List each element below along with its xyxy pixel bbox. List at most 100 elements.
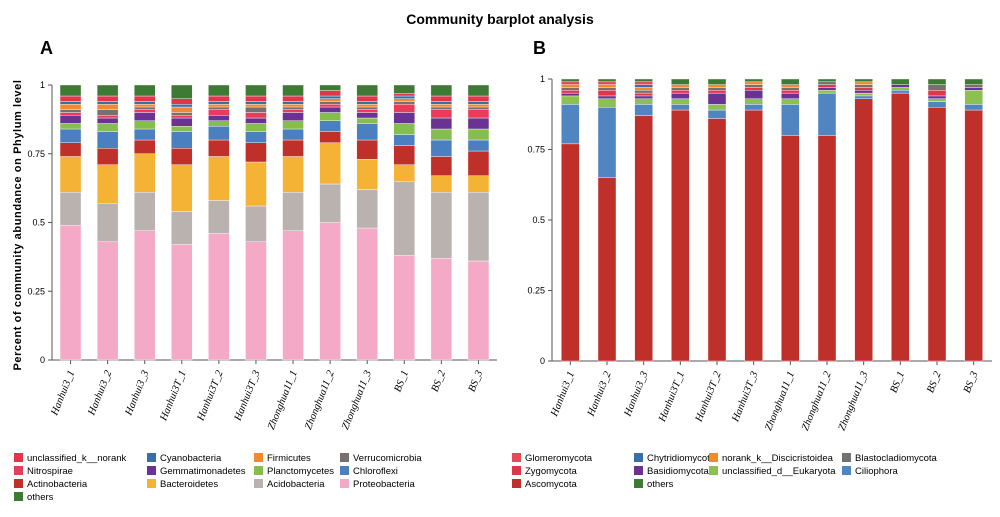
legend-item: Glomeromycota	[512, 452, 592, 465]
legend-item: unclassified_d__Eukaryota	[709, 465, 836, 478]
c1-category-label: Hanhui3_1	[549, 370, 577, 419]
legend-item: Bacteroidetes	[147, 478, 218, 491]
legend-item: Cyanobacteria	[147, 452, 221, 465]
c1-bar-segment	[854, 84, 873, 88]
c1-bar-segment	[561, 143, 580, 362]
c1-bar-segment	[671, 84, 690, 88]
c1-category-label: Hanhui3T_3	[730, 370, 760, 424]
c1-y-tick-label: 1	[540, 74, 545, 84]
c1-bar-segment	[817, 78, 837, 83]
c1-bar-segment	[854, 92, 873, 97]
legend-item: Basidiomycota	[634, 465, 709, 478]
c1-category-label: Hanhui3_3	[622, 370, 650, 419]
c1-bar-segment	[744, 109, 763, 362]
legend-swatch	[512, 479, 521, 488]
legend-label: Actinobacteria	[27, 479, 88, 490]
c0-bar-segment	[282, 84, 304, 97]
legend-item: Chytridiomycota	[634, 452, 715, 465]
legend-item: Proteobacteria	[340, 478, 415, 491]
legend-swatch	[14, 466, 23, 475]
c1-category-label: Hanhui3_2	[586, 369, 615, 419]
legend-swatch	[254, 453, 263, 462]
c1-bar-segment	[634, 78, 653, 83]
c0-y-tick-label: 0.25	[27, 286, 45, 296]
legend-item: Actinobacteria	[14, 478, 87, 491]
c1-bar-segment	[671, 92, 690, 99]
c0-bar-segment	[245, 84, 267, 97]
c1-bar-segment	[634, 81, 653, 85]
c1-bar-segment	[817, 92, 837, 136]
c1-category-label: Zhonghua11_2	[800, 369, 834, 432]
c1-category-label: BS_2	[925, 369, 944, 394]
c1-bar-segment	[854, 87, 873, 91]
c1-category-label: BS_1	[889, 370, 908, 395]
legend-item: Chloroflexi	[340, 465, 398, 478]
c1-bar-segment	[781, 92, 800, 99]
c1-bar-segment	[927, 90, 947, 97]
figure-title: Community barplot analysis	[406, 11, 594, 27]
c1-bar-segment	[817, 87, 837, 91]
legend-swatch	[842, 466, 851, 475]
legend-swatch	[147, 453, 156, 462]
c1-bar-segment	[671, 87, 690, 91]
legend-swatch	[634, 479, 643, 488]
c1-bar-segment	[891, 90, 910, 94]
legend-label: Blastocladiomycota	[855, 453, 937, 464]
c1-bar-segment	[597, 87, 617, 91]
c1-bar-segment	[891, 92, 910, 362]
panel-b-label: B	[533, 38, 546, 58]
c0-bar-segment	[59, 84, 82, 97]
c1-bar-segment	[744, 84, 763, 88]
c0-y-tick-label: 1	[40, 80, 45, 90]
legend-item: Blastocladiomycota	[842, 452, 937, 465]
c1-y-tick-label: 0.25	[527, 286, 545, 296]
c1-bar-segment	[597, 81, 617, 85]
legend-a: unclassified_k__norank Cyanobacteria Firmi…	[14, 452, 494, 508]
c1-bar-segment	[964, 87, 983, 91]
c1-y-tick-label: 0.5	[532, 215, 545, 225]
c1-bar-segment	[817, 90, 837, 94]
c1-bar-segment	[927, 84, 947, 91]
legend-label: Planctomycetes	[267, 466, 335, 477]
c1-bar-segment	[891, 78, 910, 85]
c1-bar-segment	[634, 95, 653, 99]
c1-bar-segment	[634, 115, 653, 362]
c1-bar-segment	[781, 84, 800, 88]
c1-bar-segment	[781, 104, 800, 136]
legend-label: Basidiomycota	[647, 466, 709, 477]
c1-bar-segment	[817, 81, 837, 85]
c1-bar-segment	[707, 109, 727, 119]
legend-swatch	[709, 453, 718, 462]
c1-bar-segment	[854, 98, 873, 362]
legend-item: Ascomycota	[512, 478, 577, 491]
c1-bar-segment	[707, 104, 727, 111]
legend-item: others	[14, 491, 53, 504]
legend-swatch	[147, 466, 156, 475]
c1-bar-segment	[781, 135, 800, 362]
c1-bar-segment	[964, 78, 983, 85]
c1-y-tick-label: 0	[540, 356, 545, 366]
c1-bar-segment	[927, 95, 947, 99]
legend-item: norank_k__Discicristoidea	[709, 452, 833, 465]
c0-bar-segment	[356, 84, 378, 97]
legend-item: Nitrospirae	[14, 465, 73, 478]
c1-bar-segment	[964, 84, 983, 88]
legend-swatch	[14, 492, 23, 501]
c1-bar-segment	[781, 98, 800, 105]
c1-bar-segment	[744, 78, 763, 83]
legend-item: Planctomycetes	[254, 465, 334, 478]
c1-bar-segment	[597, 177, 617, 362]
legend-swatch	[842, 453, 851, 462]
c1-bar-segment	[927, 98, 947, 102]
c1-bar-segment	[707, 84, 727, 88]
legend-item: Verrucomicrobia	[340, 452, 422, 465]
legend-item: unclassified_k__norank	[14, 452, 126, 465]
c1-bar-segment	[561, 84, 580, 88]
c0-bar-segment	[430, 84, 453, 97]
c1-bar-segment	[744, 81, 763, 85]
legend-label: Ascomycota	[525, 479, 577, 490]
c1-bar-segment	[927, 101, 947, 108]
c0-y-tick-label: 0.75	[27, 149, 45, 159]
